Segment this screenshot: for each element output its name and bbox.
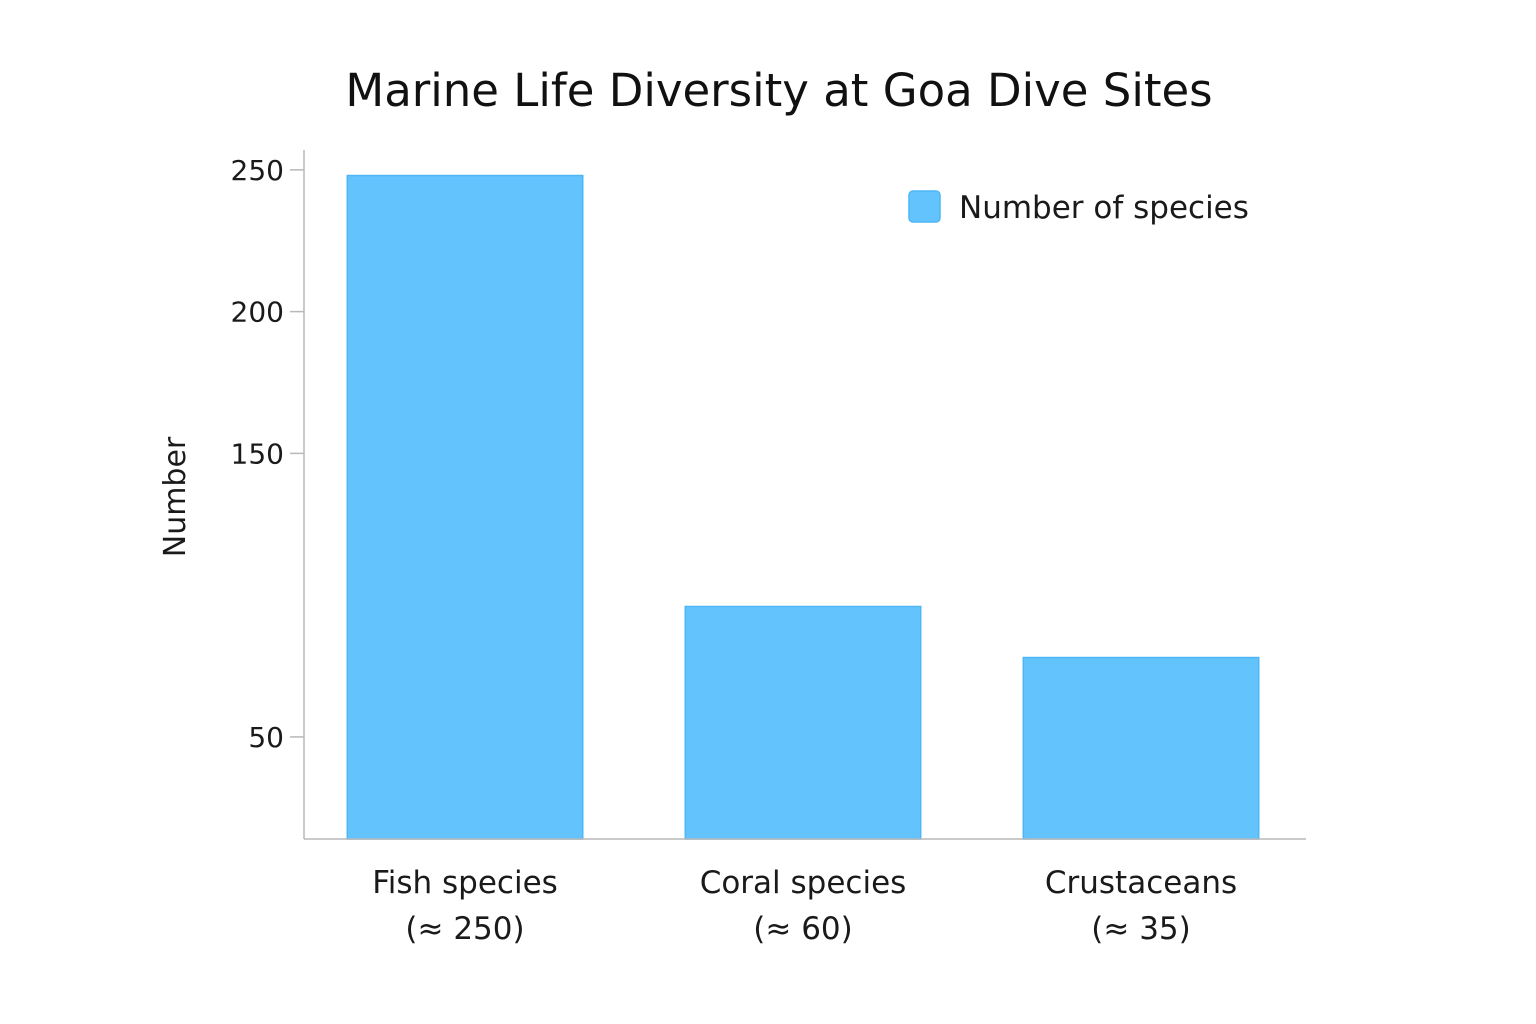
y-tick-label: 200	[231, 296, 284, 329]
x-category-label: Coral species	[700, 865, 907, 901]
x-axis-labels: Fish species (≈ 250) Coral species (≈ 60) Cr…	[372, 865, 1237, 947]
y-tick-label: 150	[231, 437, 284, 470]
y-axis-ticks: 50 150 200 250	[231, 154, 304, 754]
x-category-label: Fish species	[372, 865, 558, 901]
y-tick-label: 50	[248, 721, 284, 754]
bar-coral-species	[684, 605, 922, 840]
bar-fish-species	[346, 174, 584, 840]
x-category-sublabel: (≈ 60)	[753, 911, 852, 947]
legend: Number of species	[908, 190, 1249, 226]
legend-swatch	[908, 190, 941, 223]
x-category-sublabel: (≈ 35)	[1091, 911, 1190, 947]
x-category-label: Crustaceans	[1045, 865, 1237, 901]
bar-crustaceans	[1022, 656, 1260, 840]
x-category-sublabel: (≈ 250)	[405, 911, 524, 947]
y-axis-title: Number	[158, 436, 193, 557]
chart-title: Marine Life Diversity at Goa Dive Sites	[345, 64, 1212, 117]
y-tick-label: 250	[231, 154, 284, 187]
legend-label-number-of-species: Number of species	[959, 190, 1249, 226]
bars	[346, 174, 1260, 840]
